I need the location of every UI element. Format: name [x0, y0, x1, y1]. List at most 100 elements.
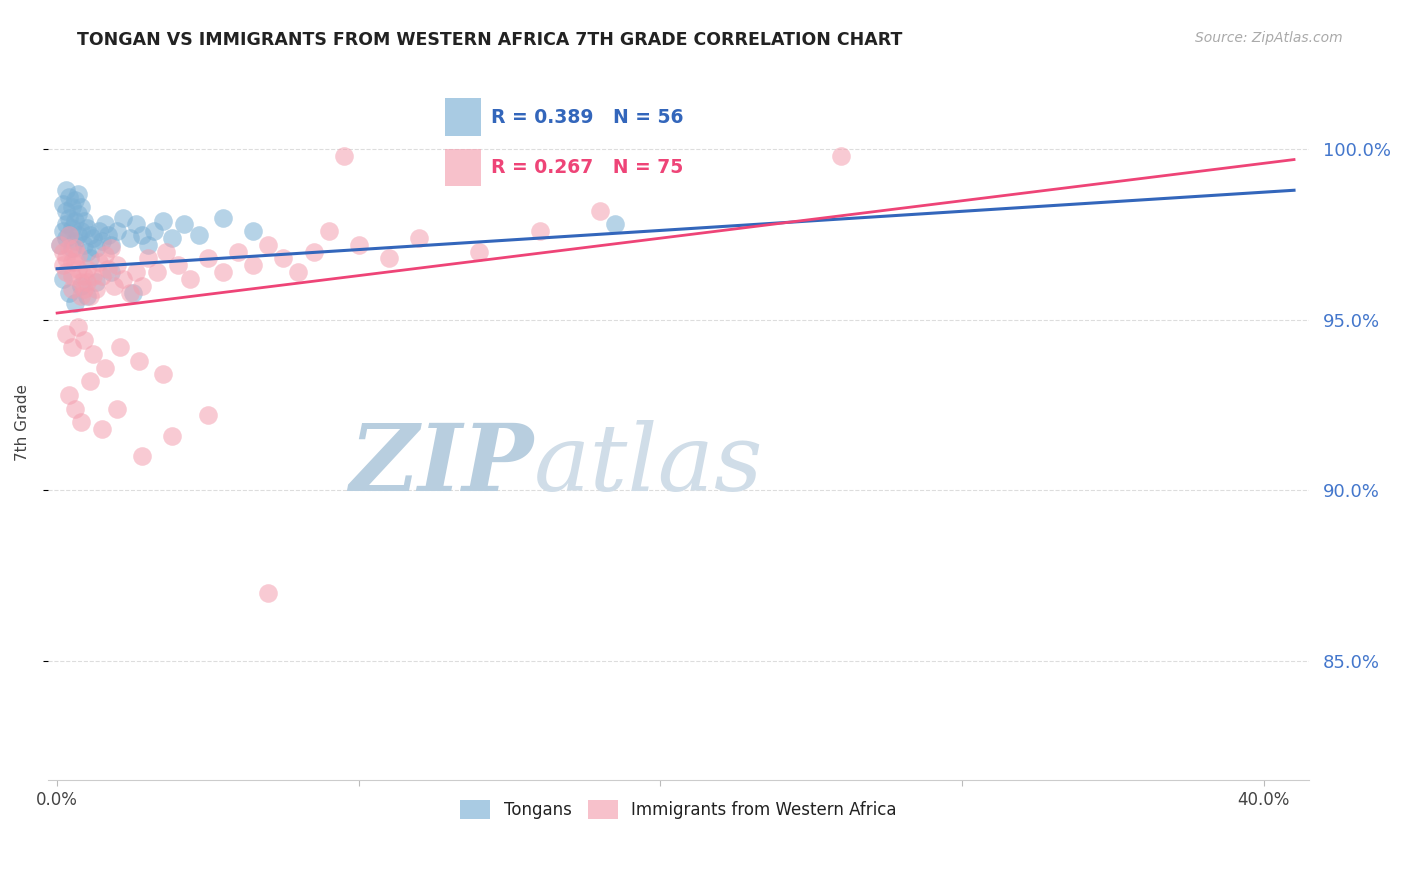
Point — [55, 326, 77, 341]
Point — [58, 190, 80, 204]
Point — [73, 334, 96, 348]
Point — [131, 227, 153, 242]
Point — [60, 268, 83, 283]
Point — [67, 248, 90, 262]
Point — [89, 255, 111, 269]
Text: R = 0.389   N = 56: R = 0.389 N = 56 — [491, 108, 683, 127]
Point — [118, 285, 141, 300]
Point — [86, 241, 108, 255]
Point — [107, 258, 129, 272]
Point — [103, 278, 125, 293]
Point — [128, 353, 150, 368]
Point — [82, 231, 104, 245]
Point — [197, 409, 219, 423]
Point — [94, 360, 117, 375]
Point — [55, 203, 77, 218]
Point — [142, 224, 165, 238]
Point — [468, 244, 491, 259]
Point — [124, 265, 146, 279]
Point — [408, 231, 430, 245]
Point — [60, 241, 83, 255]
Point — [273, 252, 295, 266]
Point — [55, 231, 77, 245]
Text: TONGAN VS IMMIGRANTS FROM WESTERN AFRICA 7TH GRADE CORRELATION CHART: TONGAN VS IMMIGRANTS FROM WESTERN AFRICA… — [77, 31, 903, 49]
Point — [58, 211, 80, 225]
Point — [97, 227, 120, 242]
Point — [79, 227, 101, 242]
Point — [52, 197, 75, 211]
Point — [145, 265, 167, 279]
Point — [76, 244, 98, 259]
Point — [332, 149, 354, 163]
Point — [112, 272, 135, 286]
FancyBboxPatch shape — [446, 149, 481, 186]
Point — [76, 289, 98, 303]
Point — [187, 227, 209, 242]
Point — [166, 258, 188, 272]
Y-axis label: 7th Grade: 7th Grade — [15, 384, 30, 460]
Point — [155, 244, 177, 259]
Text: Source: ZipAtlas.com: Source: ZipAtlas.com — [1195, 31, 1343, 45]
Point — [121, 285, 143, 300]
Point — [124, 218, 146, 232]
Point — [160, 429, 183, 443]
Point — [287, 265, 309, 279]
Point — [118, 231, 141, 245]
Point — [67, 207, 90, 221]
Point — [58, 227, 80, 242]
Point — [55, 252, 77, 266]
Point — [86, 282, 108, 296]
Point — [60, 200, 83, 214]
Point — [160, 231, 183, 245]
Point — [152, 214, 174, 228]
Point — [52, 258, 75, 272]
Point — [605, 218, 627, 232]
Point — [76, 220, 98, 235]
Point — [112, 211, 135, 225]
Point — [94, 218, 117, 232]
Point — [52, 272, 75, 286]
Point — [63, 241, 86, 255]
Point — [63, 194, 86, 208]
Point — [173, 218, 195, 232]
Point — [58, 227, 80, 242]
Point — [58, 241, 80, 255]
Point — [55, 218, 77, 232]
Point — [302, 244, 325, 259]
Text: atlas: atlas — [533, 420, 763, 510]
Point — [94, 248, 117, 262]
Point — [70, 278, 93, 293]
Point — [79, 374, 101, 388]
Point — [76, 261, 98, 276]
Point — [79, 252, 101, 266]
Text: R = 0.267   N = 75: R = 0.267 N = 75 — [491, 158, 683, 177]
Point — [86, 276, 108, 290]
Point — [257, 585, 280, 599]
Point — [63, 235, 86, 249]
Point — [91, 422, 114, 436]
Point — [226, 244, 249, 259]
Point — [67, 186, 90, 201]
Point — [67, 227, 90, 242]
Point — [70, 415, 93, 429]
Point — [70, 289, 93, 303]
Point — [52, 224, 75, 238]
Point — [67, 319, 90, 334]
Point — [212, 211, 235, 225]
Point — [100, 241, 122, 255]
Point — [589, 203, 612, 218]
Point — [97, 261, 120, 276]
Point — [100, 265, 122, 279]
Point — [73, 282, 96, 296]
Point — [242, 258, 264, 272]
Point — [152, 368, 174, 382]
Text: ZIP: ZIP — [349, 420, 533, 510]
Point — [529, 224, 551, 238]
Point — [107, 224, 129, 238]
Point — [91, 235, 114, 249]
Point — [107, 401, 129, 416]
Point — [70, 224, 93, 238]
Point — [197, 252, 219, 266]
Point — [257, 237, 280, 252]
Point — [79, 289, 101, 303]
